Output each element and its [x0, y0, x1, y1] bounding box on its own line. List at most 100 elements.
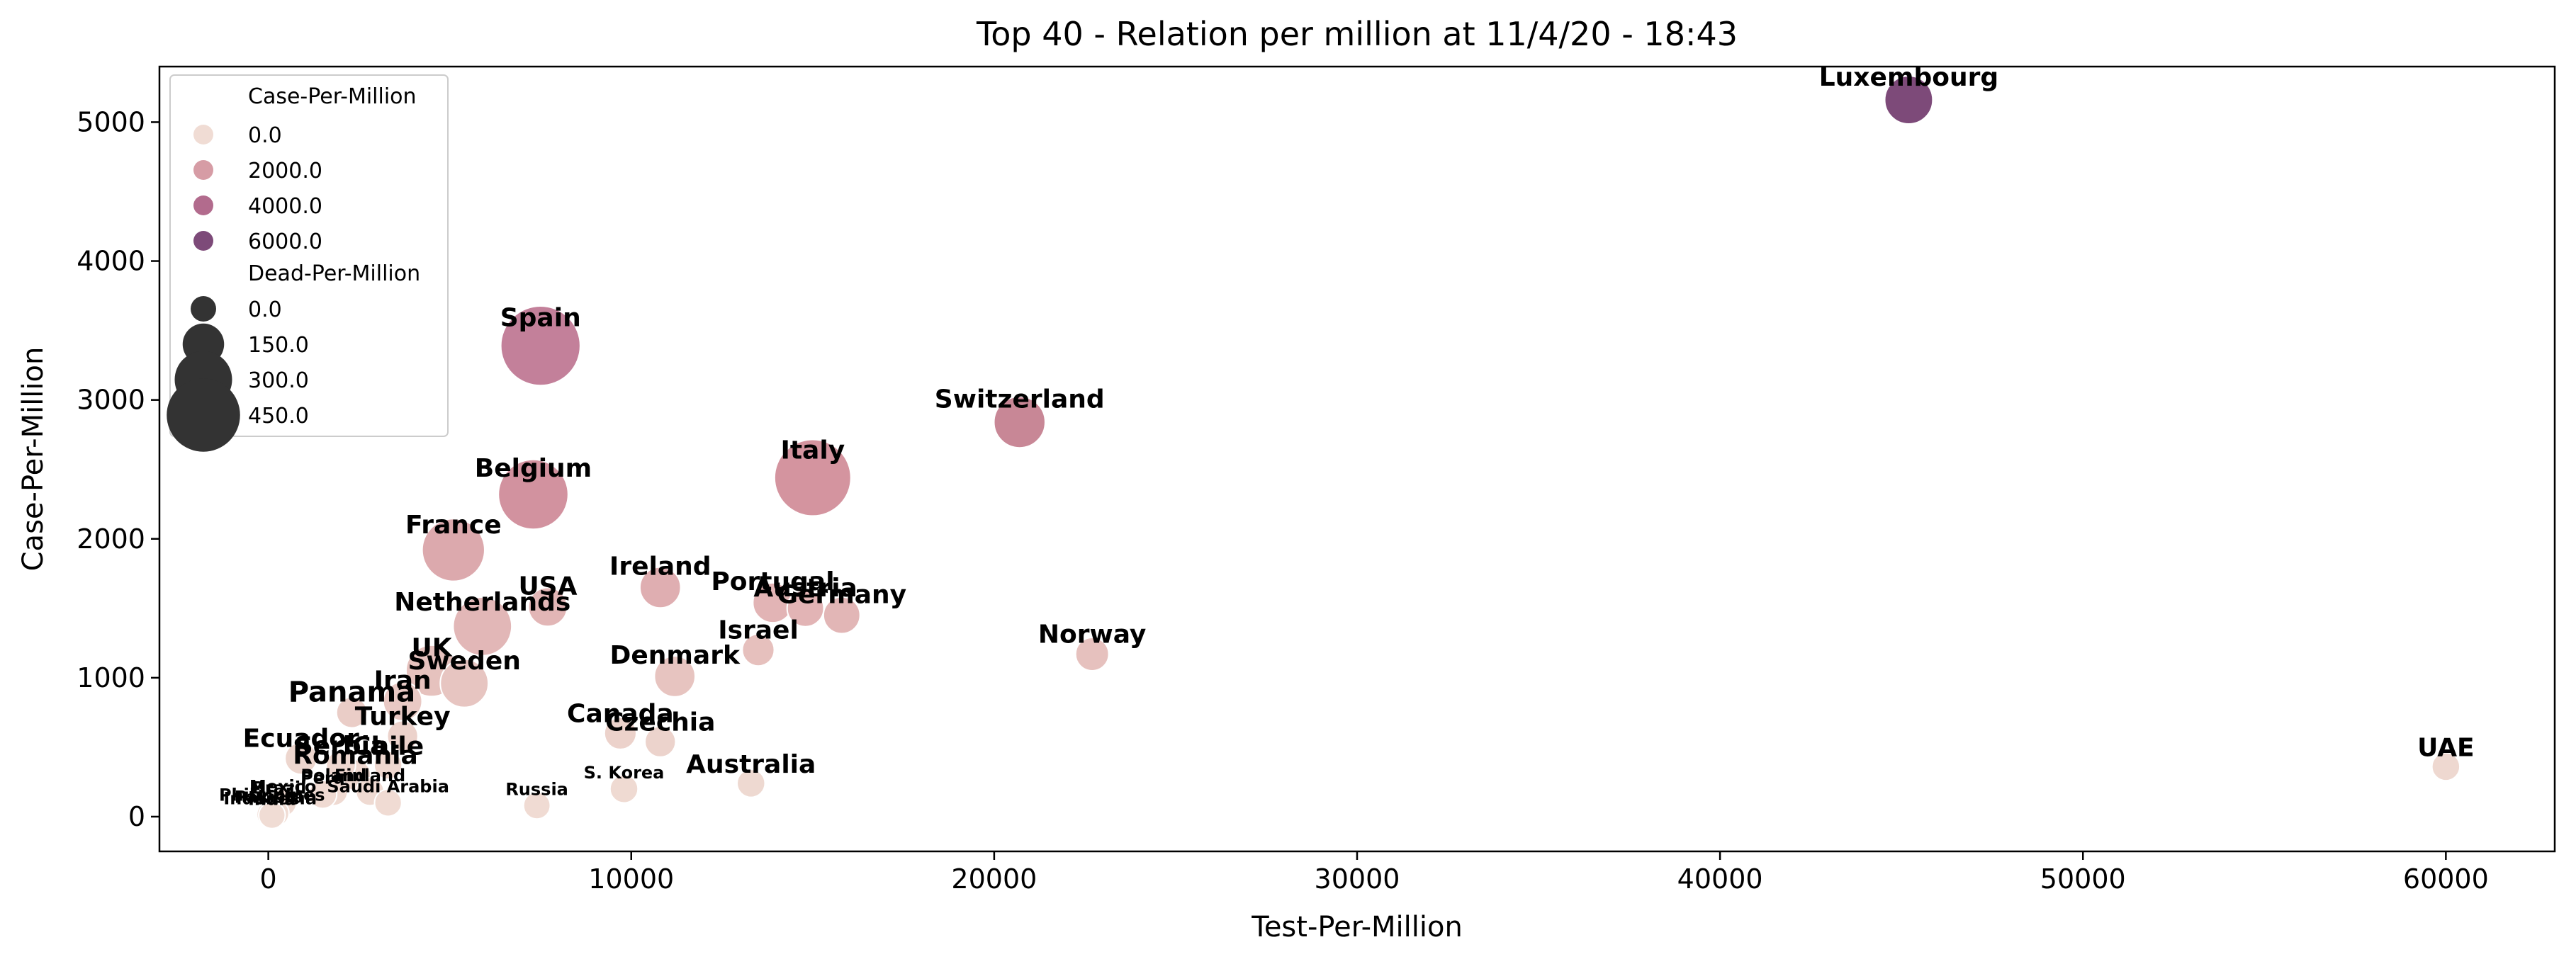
x-tick-label: 60000 — [2403, 863, 2489, 895]
data-point — [736, 769, 766, 798]
x-tick-label: 20000 — [951, 863, 1037, 895]
legend-hue-title: Case-Per-Million — [248, 84, 417, 109]
point-label: Denmark — [609, 641, 740, 670]
point-label: UAE — [2417, 733, 2475, 762]
legend-hue-label: 2000.0 — [248, 159, 322, 183]
point-label: Sweden — [407, 647, 520, 676]
point-label: Chile — [352, 732, 424, 761]
legend-size-label: 450.0 — [248, 404, 309, 429]
data-point — [284, 742, 318, 776]
y-tick-label: 2000 — [77, 523, 145, 555]
point-label: Czechia — [605, 708, 715, 737]
legend-hue-marker — [193, 231, 213, 251]
point-label: Serbia — [295, 732, 388, 761]
data-point — [2431, 752, 2461, 782]
legend-hue-marker — [193, 125, 213, 144]
point-label: Iran — [374, 667, 432, 696]
point-label: Peru — [300, 769, 345, 788]
legend-hue-entries: 0.0 2000.0 4000.0 6000.0 — [193, 123, 322, 254]
data-point — [653, 655, 697, 698]
data-point — [822, 596, 861, 635]
legend-size-label: 0.0 — [248, 297, 282, 322]
point-label: Canada — [567, 699, 674, 728]
point-label: Luxembourg — [1819, 63, 1998, 92]
point-label: Italy — [780, 436, 845, 465]
data-point — [527, 586, 568, 628]
point-label: India — [248, 789, 296, 809]
data-point — [522, 791, 551, 820]
point-label: Netherlands — [394, 588, 570, 617]
data-point — [373, 750, 403, 781]
x-tick-label: 40000 — [1677, 863, 1763, 895]
point-label: Saudi Arabia — [327, 777, 449, 797]
y-tick-label: 1000 — [77, 662, 145, 693]
point-label: Pakistan — [235, 787, 317, 807]
point-label: Australia — [686, 750, 816, 779]
data-point — [373, 788, 403, 817]
point-label: Philippines — [219, 785, 325, 805]
point-label: UK — [412, 633, 453, 662]
data-point — [639, 566, 682, 609]
point-label: Portugal — [711, 567, 834, 596]
x-tick-label: 30000 — [1315, 863, 1400, 895]
point-label: Poland — [300, 766, 366, 786]
legend-size-title: Dead-Per-Million — [248, 261, 420, 286]
legend: Case-Per-Million Dead-Per-Million 0.0 200… — [167, 74, 449, 452]
point-label: Austria — [753, 574, 857, 603]
point-label: Romania — [293, 742, 418, 771]
point-label: France — [405, 511, 502, 540]
legend-size-entries: 0.0 150.0 300.0 450.0 — [167, 296, 309, 452]
legend-hue-label: 6000.0 — [248, 229, 322, 254]
data-point — [644, 725, 677, 758]
point-label: Finland — [334, 766, 405, 786]
legend-hue-marker — [193, 160, 213, 180]
legend-size-label: 300.0 — [248, 368, 309, 393]
x-axis-label: Test-Per-Million — [1251, 911, 1463, 943]
data-point — [500, 305, 581, 387]
point-label: Spain — [500, 304, 581, 333]
point-label: Switzerland — [935, 385, 1105, 414]
y-tick-label: 4000 — [77, 246, 145, 277]
point-label: Israel — [718, 616, 799, 645]
chart-title: Top 40 - Relation per million at 11/4/20… — [976, 15, 1738, 53]
point-label: Ireland — [609, 552, 712, 581]
data-point — [1884, 75, 1934, 125]
data-point — [603, 716, 637, 750]
legend-hue-label: 4000.0 — [248, 194, 322, 219]
point-label: Panama — [288, 676, 415, 708]
point-label: Turkey — [355, 703, 451, 732]
legend-hue-marker — [193, 195, 213, 215]
x-tick-label: 10000 — [588, 863, 674, 895]
x-tick-label: 50000 — [2040, 863, 2126, 895]
y-axis-label: Case-Per-Million — [17, 347, 50, 572]
y-tick-label: 3000 — [77, 385, 145, 416]
data-point — [439, 658, 490, 708]
data-point — [741, 633, 775, 667]
x-axis: 0 10000 20000 30000 40000 50000 60000 — [260, 851, 2489, 895]
point-label: Norway — [1038, 620, 1147, 649]
point-label: Russia — [505, 780, 568, 800]
y-axis: 0 1000 2000 3000 4000 5000 — [77, 106, 159, 832]
legend-size-marker — [191, 296, 216, 322]
point-label: Belgium — [475, 454, 592, 483]
legend-box — [169, 74, 449, 437]
data-point — [335, 696, 369, 729]
point-label: USA — [518, 572, 577, 601]
x-tick-label: 0 — [260, 863, 277, 895]
legend-hue-label: 0.0 — [248, 123, 282, 148]
data-point — [258, 801, 286, 829]
data-point — [308, 779, 338, 810]
legend-size-label: 150.0 — [248, 333, 309, 358]
point-label: S. Korea — [584, 763, 665, 783]
point-label: Ecuador — [243, 725, 359, 754]
legend-size-marker — [167, 378, 240, 452]
data-point — [497, 458, 569, 531]
y-tick-label: 0 — [128, 801, 145, 832]
data-point — [609, 774, 639, 804]
data-point — [1074, 637, 1110, 671]
point-label: Mexico — [249, 777, 317, 797]
data-point — [993, 395, 1046, 449]
data-points — [256, 75, 2461, 829]
point-label: Indonesia — [223, 788, 317, 808]
